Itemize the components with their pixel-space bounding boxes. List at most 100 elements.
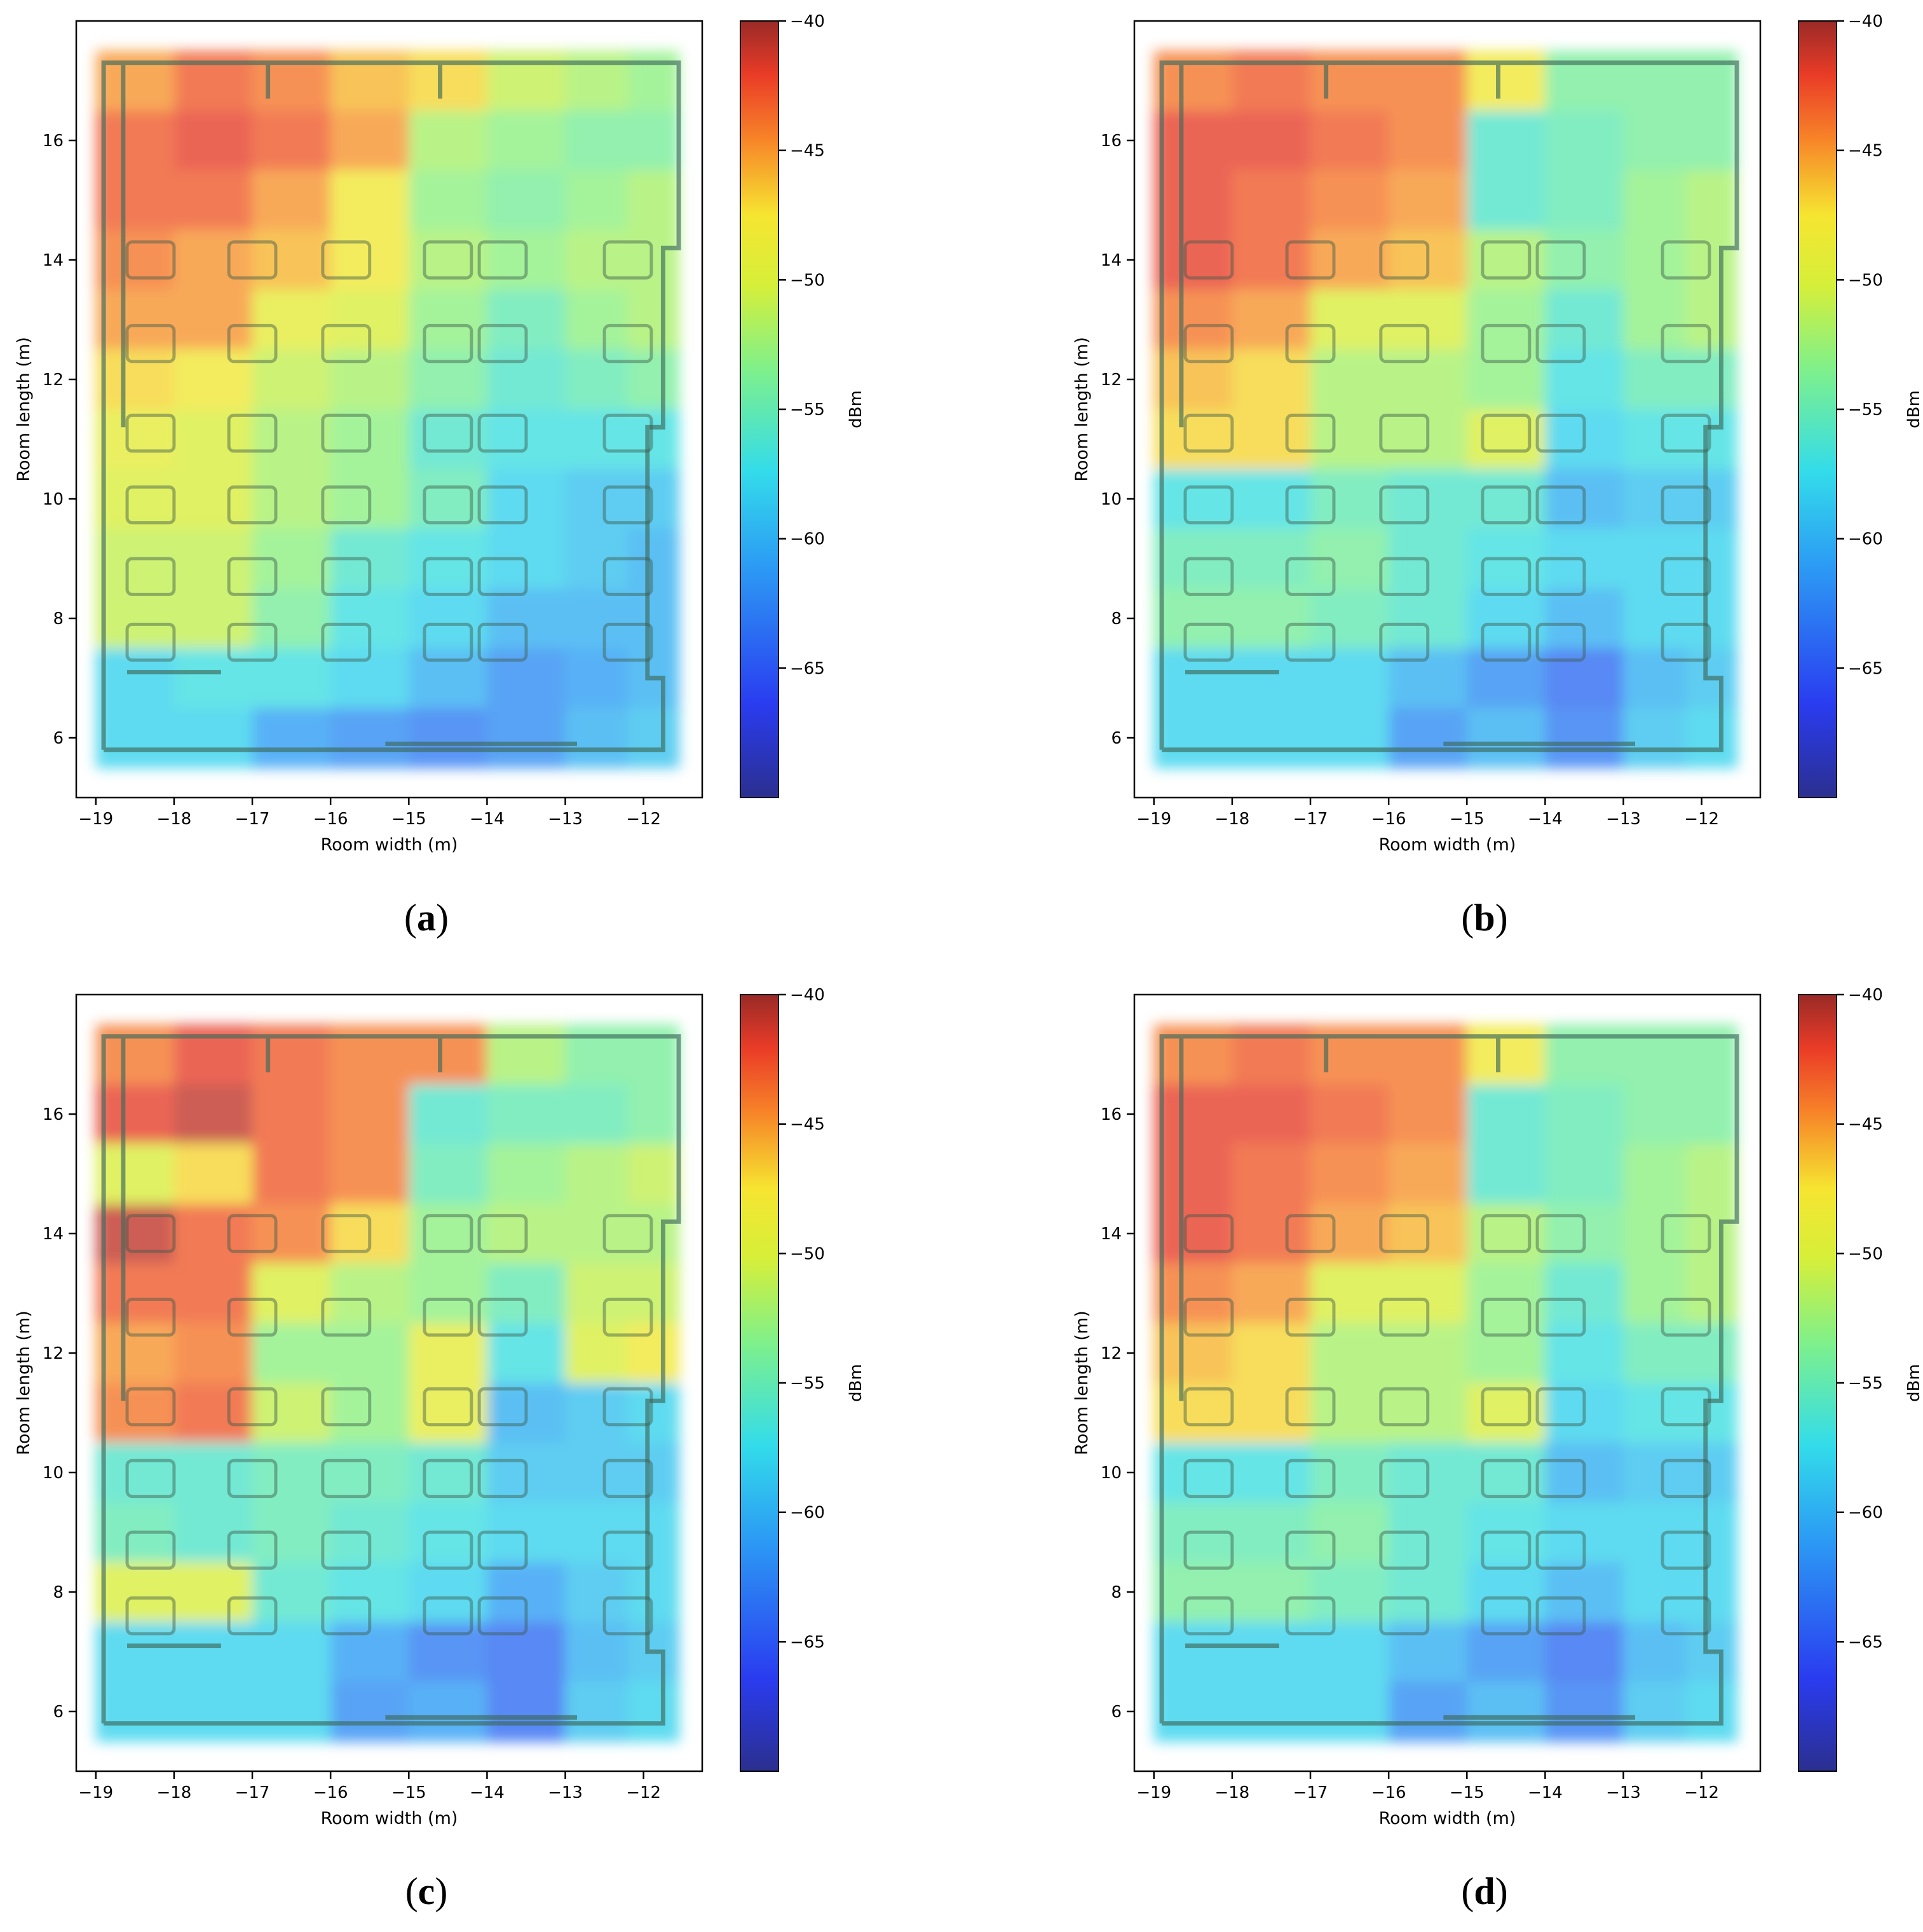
desk bbox=[125, 485, 176, 525]
desk bbox=[1285, 1530, 1336, 1570]
desk bbox=[423, 1214, 473, 1253]
heatmap-cell bbox=[1545, 170, 1624, 231]
desk bbox=[1481, 323, 1532, 364]
desk bbox=[602, 485, 653, 525]
heatmap-cell bbox=[1232, 1622, 1312, 1682]
heatmap-cell bbox=[487, 1323, 566, 1384]
heatmap-cell bbox=[1389, 111, 1468, 171]
heatmap-cell bbox=[252, 529, 332, 589]
heatmap-cell bbox=[628, 1383, 680, 1443]
desk bbox=[602, 323, 653, 364]
heatmap-cell bbox=[628, 230, 680, 290]
heatmap-cell bbox=[1623, 1263, 1687, 1324]
desk bbox=[423, 1387, 473, 1427]
colorbar bbox=[1798, 21, 1837, 798]
heatmap-cell bbox=[409, 290, 488, 350]
heatmap-cell bbox=[1545, 409, 1624, 470]
heatmap-cell bbox=[1389, 350, 1468, 410]
heatmap-cell bbox=[173, 529, 254, 589]
desk bbox=[125, 622, 176, 662]
heatmap-cell bbox=[173, 1024, 254, 1085]
heatmap-cell bbox=[1686, 290, 1738, 350]
heatmap-cell bbox=[95, 1443, 175, 1503]
heatmap-cell bbox=[1232, 290, 1312, 350]
heatmap-cell bbox=[330, 111, 410, 171]
heatmap-cell bbox=[565, 1622, 629, 1682]
heatmap-cell bbox=[95, 1263, 175, 1324]
heatmap-cell bbox=[1153, 1622, 1233, 1682]
desk bbox=[1379, 1297, 1430, 1337]
heatmap-cell bbox=[1545, 1682, 1624, 1742]
colorbar-tick-label: −65 bbox=[1848, 659, 1883, 678]
heatmap-cell bbox=[1623, 1144, 1687, 1204]
heatmap-cell bbox=[1545, 1084, 1624, 1145]
desk bbox=[125, 413, 176, 453]
heatmap-cell bbox=[173, 1562, 254, 1622]
heatmap-cell bbox=[565, 1144, 629, 1204]
heatmap-cell bbox=[409, 708, 488, 768]
desk bbox=[477, 323, 528, 364]
desk bbox=[1481, 1530, 1532, 1570]
heatmap-cell bbox=[173, 1443, 254, 1503]
y-axis-label: Room length (m) bbox=[1072, 337, 1092, 481]
heatmap-cell bbox=[409, 529, 488, 589]
heatmap-cell bbox=[565, 469, 629, 529]
heatmap-cell bbox=[252, 1622, 332, 1682]
heatmap-cell bbox=[628, 51, 680, 111]
heatmap-cell bbox=[409, 1144, 488, 1204]
heatmap-cell bbox=[565, 1024, 629, 1085]
heatmap-cell bbox=[1232, 1323, 1312, 1384]
desk bbox=[477, 1459, 528, 1499]
heatmap-cell bbox=[95, 290, 175, 350]
heatmap-cell bbox=[1623, 1682, 1687, 1742]
heatmap-cell bbox=[565, 111, 629, 171]
heatmap-cell bbox=[565, 1263, 629, 1324]
desk bbox=[1535, 557, 1586, 596]
desk bbox=[227, 1530, 278, 1570]
heatmap-cell bbox=[252, 111, 332, 171]
heatmap-cell bbox=[173, 1204, 254, 1264]
x-tick-label: −13 bbox=[1606, 810, 1641, 829]
heatmap-cell bbox=[330, 1383, 410, 1443]
heatmap-cell bbox=[487, 230, 566, 290]
heatmap-cell bbox=[1545, 469, 1624, 529]
heatmap-cell bbox=[330, 1443, 410, 1503]
heatmap-cell bbox=[1686, 1502, 1738, 1563]
heatmap-cell bbox=[1623, 648, 1687, 709]
desk bbox=[1379, 1459, 1430, 1499]
heatmap-cell bbox=[1545, 1263, 1624, 1324]
desk bbox=[227, 1596, 278, 1636]
heatmap-cell bbox=[628, 1204, 680, 1264]
heatmap-cell bbox=[252, 1024, 332, 1085]
heatmap-cell bbox=[173, 1263, 254, 1324]
heatmap-cell bbox=[487, 409, 566, 470]
heatmap-cell bbox=[330, 350, 410, 410]
heatmap-cell bbox=[95, 1084, 175, 1145]
desk bbox=[1661, 413, 1711, 453]
heatmap-cell bbox=[1545, 708, 1624, 768]
heatmap-cell bbox=[1686, 51, 1738, 111]
heatmap-cell bbox=[487, 290, 566, 350]
desk bbox=[1535, 622, 1586, 662]
colorbar-tick-label: −65 bbox=[790, 1633, 825, 1652]
caption-a: (a) bbox=[404, 897, 449, 939]
desk bbox=[423, 1297, 473, 1337]
heatmap-cell bbox=[628, 1443, 680, 1503]
heatmap-cell bbox=[1310, 111, 1390, 171]
heatmap-cell bbox=[330, 1682, 410, 1742]
heatmap-cell bbox=[1686, 1144, 1738, 1204]
heatmap-cell bbox=[173, 1084, 254, 1145]
heatmap-cell bbox=[487, 648, 566, 709]
room-outline bbox=[101, 60, 681, 752]
heatmap-cell bbox=[1153, 1383, 1233, 1443]
desk bbox=[1535, 485, 1586, 525]
desk bbox=[321, 485, 372, 525]
heatmap-cell bbox=[628, 1323, 680, 1384]
heatmap-cell bbox=[173, 1144, 254, 1204]
colorbar-tick-label: −60 bbox=[790, 1504, 825, 1523]
heatmap-cell bbox=[1310, 230, 1390, 290]
colorbar bbox=[740, 21, 778, 798]
heatmap-cell bbox=[487, 1084, 566, 1145]
heatmap-cell bbox=[1467, 708, 1546, 768]
heatmap-cell bbox=[487, 1024, 566, 1085]
